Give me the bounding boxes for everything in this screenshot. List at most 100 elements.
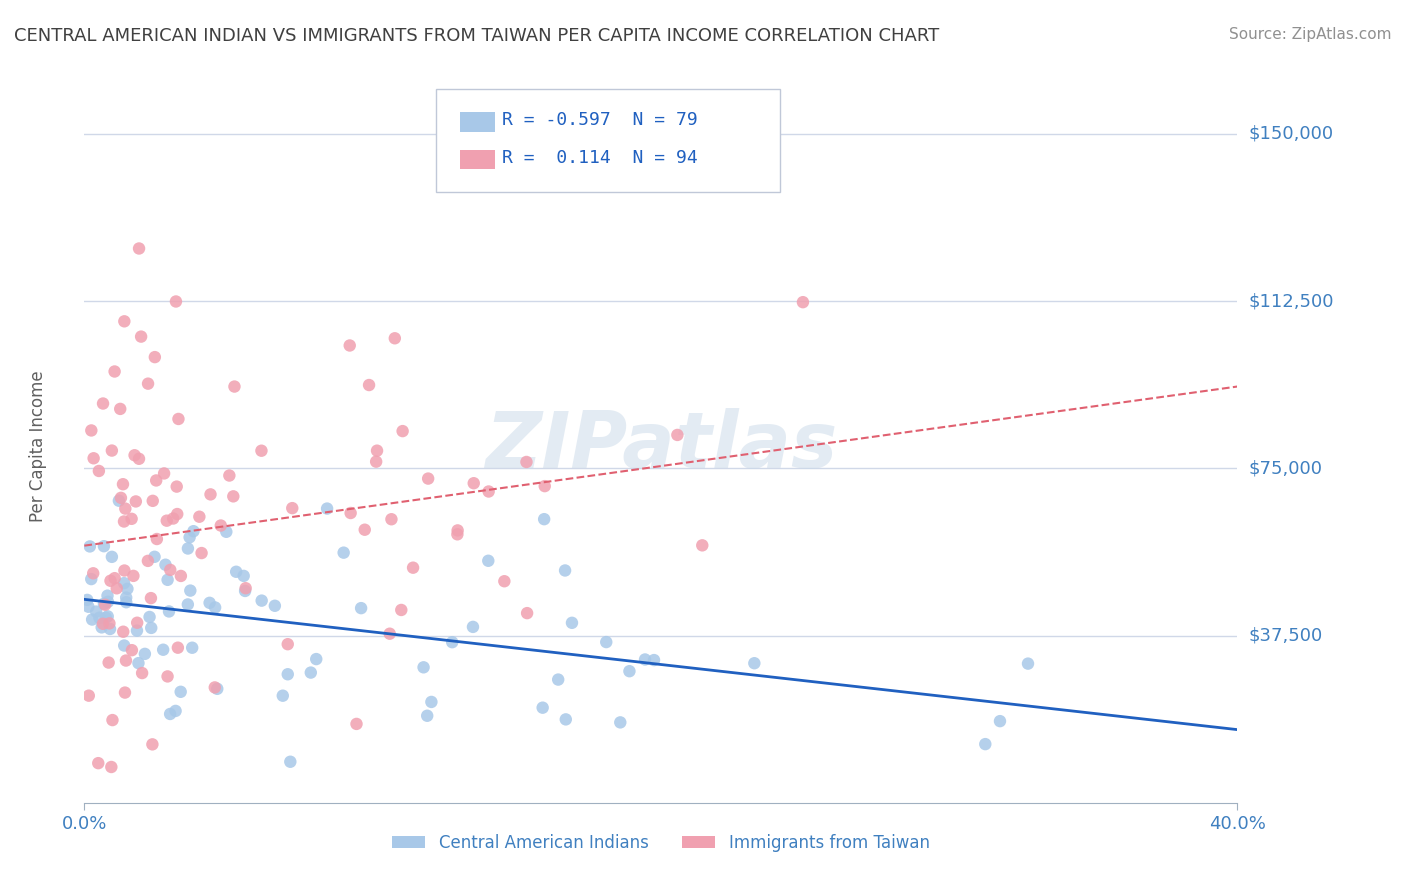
Point bbox=[93, 597, 115, 611]
Legend: Central American Indians, Immigrants from Taiwan: Central American Indians, Immigrants fro… bbox=[385, 828, 936, 859]
Point bbox=[170, 569, 193, 583]
Point bbox=[974, 737, 997, 751]
Point bbox=[87, 756, 110, 771]
Point bbox=[643, 653, 665, 667]
Point bbox=[105, 582, 128, 596]
Point bbox=[198, 596, 221, 610]
Point bbox=[177, 598, 200, 612]
Text: Source: ZipAtlas.com: Source: ZipAtlas.com bbox=[1229, 27, 1392, 42]
Point bbox=[250, 593, 273, 607]
Point bbox=[531, 700, 554, 714]
Point bbox=[124, 448, 146, 462]
Point bbox=[125, 494, 148, 508]
Point bbox=[98, 622, 121, 636]
Point bbox=[96, 589, 118, 603]
Point bbox=[609, 715, 631, 730]
Point bbox=[129, 329, 152, 343]
Point bbox=[792, 295, 814, 310]
Point bbox=[547, 673, 569, 687]
Point bbox=[554, 712, 576, 726]
Point bbox=[281, 501, 304, 516]
Point bbox=[121, 643, 143, 657]
Point bbox=[139, 591, 162, 606]
Point bbox=[554, 564, 576, 578]
Point bbox=[80, 424, 103, 438]
Point bbox=[166, 507, 188, 521]
Text: $150,000: $150,000 bbox=[1249, 125, 1334, 143]
Point bbox=[141, 621, 163, 635]
Point bbox=[277, 667, 299, 681]
Point bbox=[461, 620, 484, 634]
Point bbox=[152, 642, 174, 657]
Point bbox=[80, 572, 103, 586]
Point bbox=[84, 605, 107, 619]
Point bbox=[446, 527, 468, 541]
Point bbox=[136, 554, 159, 568]
Point bbox=[380, 512, 402, 526]
Point bbox=[494, 574, 516, 589]
Point bbox=[666, 428, 689, 442]
Point bbox=[263, 599, 285, 613]
Point bbox=[162, 511, 184, 525]
Point bbox=[305, 652, 328, 666]
Point bbox=[82, 566, 104, 581]
Point bbox=[167, 640, 190, 655]
Point bbox=[277, 637, 299, 651]
Text: R = -0.597  N = 79: R = -0.597 N = 79 bbox=[502, 112, 697, 129]
Point bbox=[389, 603, 412, 617]
Point bbox=[115, 591, 138, 605]
Point bbox=[209, 518, 232, 533]
Point bbox=[299, 665, 322, 680]
Point bbox=[110, 491, 132, 505]
Point bbox=[744, 657, 766, 671]
Point bbox=[357, 378, 380, 392]
Point bbox=[207, 681, 229, 696]
Point bbox=[83, 451, 105, 466]
Point bbox=[690, 538, 713, 552]
Point bbox=[156, 514, 179, 528]
Point bbox=[170, 685, 193, 699]
Point bbox=[136, 376, 159, 391]
Point bbox=[128, 242, 150, 256]
Point bbox=[179, 583, 201, 598]
Point bbox=[478, 484, 501, 499]
Point bbox=[250, 443, 273, 458]
Point bbox=[477, 554, 499, 568]
Point bbox=[225, 565, 247, 579]
Text: CENTRAL AMERICAN INDIAN VS IMMIGRANTS FROM TAIWAN PER CAPITA INCOME CORRELATION : CENTRAL AMERICAN INDIAN VS IMMIGRANTS FR… bbox=[14, 27, 939, 45]
Point bbox=[166, 480, 188, 494]
Point bbox=[446, 524, 468, 538]
Point bbox=[157, 604, 180, 618]
Point bbox=[77, 689, 100, 703]
Point bbox=[153, 467, 176, 481]
Point bbox=[112, 639, 135, 653]
Text: $37,500: $37,500 bbox=[1249, 626, 1323, 645]
Point bbox=[159, 706, 181, 721]
Point bbox=[156, 669, 179, 683]
Point bbox=[391, 424, 413, 438]
Point bbox=[114, 501, 136, 516]
Text: ZIPatlas: ZIPatlas bbox=[485, 408, 837, 484]
Point bbox=[420, 695, 443, 709]
Point bbox=[121, 512, 143, 526]
Point bbox=[89, 611, 111, 625]
Point bbox=[110, 401, 132, 416]
Point bbox=[82, 613, 104, 627]
Point bbox=[94, 598, 117, 612]
Point bbox=[138, 610, 160, 624]
Point bbox=[115, 654, 138, 668]
Point bbox=[339, 338, 361, 352]
Point bbox=[332, 546, 354, 560]
Point bbox=[278, 755, 301, 769]
Point bbox=[516, 606, 538, 620]
Point bbox=[134, 647, 156, 661]
Point bbox=[316, 501, 339, 516]
Point bbox=[533, 512, 555, 526]
Point bbox=[91, 616, 114, 631]
Point bbox=[90, 620, 112, 634]
Point bbox=[122, 569, 145, 583]
Point bbox=[595, 635, 617, 649]
Point bbox=[218, 468, 240, 483]
Point bbox=[271, 689, 294, 703]
Point bbox=[177, 541, 200, 556]
